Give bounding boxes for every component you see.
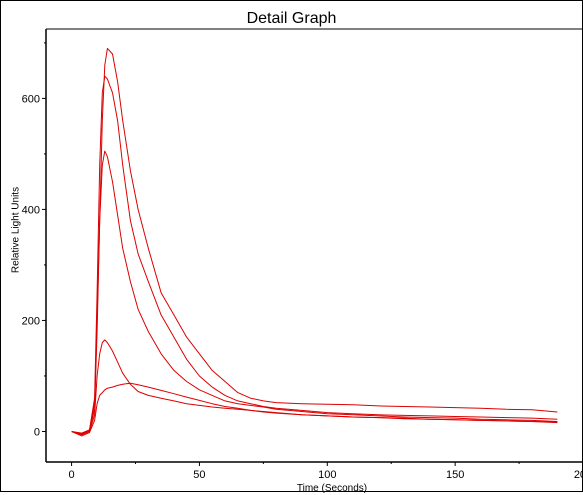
x-tick-label: 0 — [69, 469, 75, 481]
y-tick-label: 200 — [22, 315, 40, 327]
series-line-1 — [71, 47, 558, 435]
y-tick-label: 0 — [34, 426, 40, 438]
x-axis-label: Time (Seconds) — [296, 483, 368, 494]
x-tick-label: 100 — [318, 469, 336, 481]
chart-title: Detail Graph — [246, 10, 337, 27]
series-line-5 — [71, 382, 558, 437]
x-tick-label: 50 — [193, 469, 205, 481]
axes: 0 200 400 600 0 50 100 150 200 — [22, 28, 583, 481]
series-line-2 — [71, 75, 558, 434]
series-layer — [71, 47, 558, 437]
series-line-3 — [71, 150, 558, 435]
y-tick-label: 600 — [22, 93, 40, 105]
x-tick-label: 200 — [574, 469, 583, 481]
y-tick-label: 400 — [22, 204, 40, 216]
x-tick-label: 150 — [446, 469, 464, 481]
